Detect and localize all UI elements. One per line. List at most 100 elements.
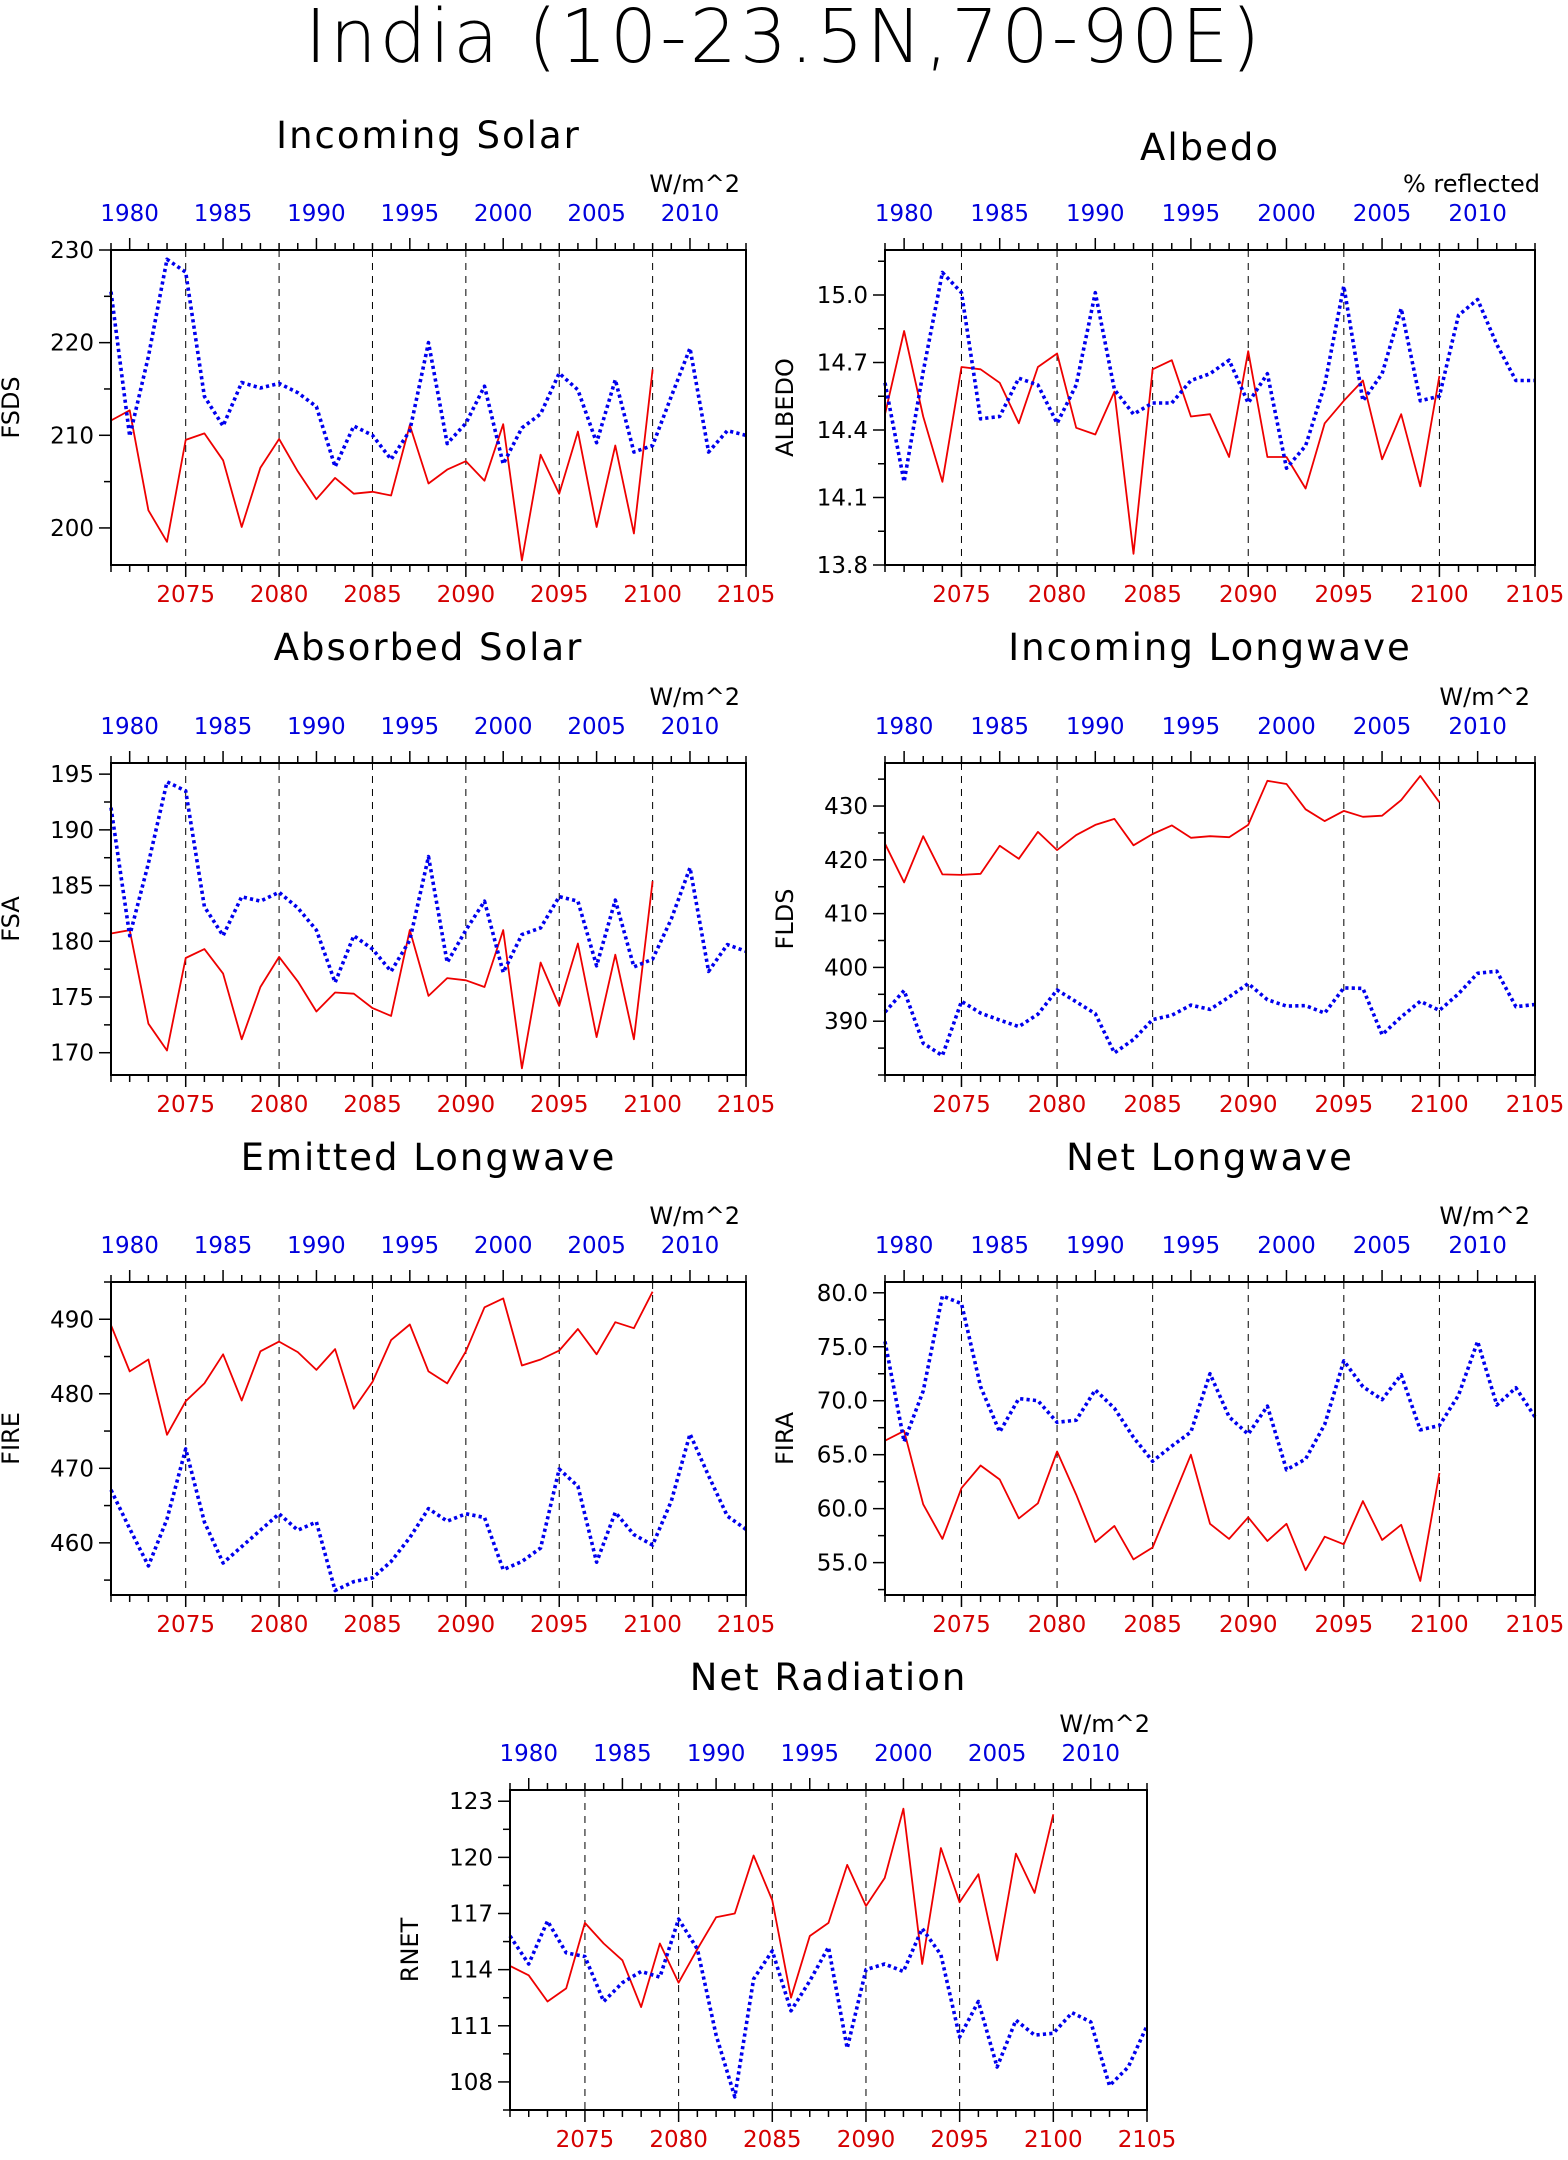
plot-frame: [884, 762, 1536, 1076]
x-bottom-tick-label: 2075: [932, 582, 991, 608]
x-top-tick-label: 2010: [661, 201, 720, 227]
y-tick-label: 195: [50, 762, 94, 788]
x-bottom-tick-label: 2090: [837, 2127, 896, 2153]
x-bottom-tick-label: 2090: [1219, 582, 1278, 608]
x-top-tick-label: 2005: [1353, 1233, 1412, 1259]
x-top-tick-label: 1995: [381, 201, 440, 227]
x-bottom-tick-label: 2075: [932, 1612, 991, 1638]
y-tick-label: 80.0: [817, 1281, 868, 1307]
x-top-tick-label: 1995: [780, 1741, 839, 1767]
figure-title: India (10-23.5N,70-90E): [305, 0, 1263, 80]
y-tick-label: 480: [50, 1382, 94, 1408]
x-top-tick-label: 1985: [970, 201, 1029, 227]
y-tick-label: 390: [824, 1009, 868, 1035]
units-label: W/m^2: [1439, 683, 1530, 711]
x-top-tick-label: 1980: [875, 201, 934, 227]
chart-panel-fira: Net Longwave W/m^2 2075 2080 2085 2090 2095 210…: [771, 1136, 1564, 1638]
x-top-tick-label: 1995: [1162, 714, 1221, 740]
x-top-tick-label: 2010: [1448, 201, 1507, 227]
x-bottom-tick-label: 2080: [1028, 582, 1087, 608]
x-bottom-tick-label: 2085: [1123, 582, 1182, 608]
x-bottom-tick-label: 2105: [717, 1092, 776, 1118]
y-tick-label: 14.7: [817, 351, 868, 377]
y-tick-label: 470: [50, 1456, 94, 1482]
x-bottom-tick-label: 2095: [530, 582, 589, 608]
units-label: W/m^2: [649, 1202, 740, 1230]
y-tick-label: 460: [50, 1531, 94, 1557]
chart-panel-fsds: Incoming Solar W/m^2 2075 2080 2085 2090 2095 2…: [0, 114, 775, 608]
y-tick-label: 15.0: [817, 283, 868, 309]
x-bottom-tick-label: 2090: [1219, 1612, 1278, 1638]
y-tick-label: 123: [449, 1789, 493, 1815]
x-top-tick-label: 2010: [1448, 1233, 1507, 1259]
y-axis-label: ALBEDO: [771, 358, 799, 457]
x-bottom-tick-label: 2085: [1123, 1092, 1182, 1118]
x-top-tick-label: 1990: [287, 201, 346, 227]
x-top-tick-label: 2010: [1448, 714, 1507, 740]
x-top-tick-label: 2010: [1062, 1741, 1121, 1767]
series-line-1979-2013: [883, 270, 1535, 484]
x-bottom-tick-label: 2105: [1506, 1612, 1565, 1638]
plot-frame: [509, 1789, 1148, 2111]
x-bottom-tick-label: 2100: [623, 582, 682, 608]
x-bottom-tick-label: 2080: [250, 1092, 309, 1118]
series-line-2071-2100: [110, 1291, 654, 1436]
units-label: W/m^2: [1059, 1710, 1150, 1738]
series-line-1979-2013: [109, 257, 747, 469]
x-top-tick-label: 2005: [1353, 714, 1412, 740]
series-line-2071-2100: [509, 1807, 1055, 2008]
y-tick-label: 200: [50, 516, 94, 542]
x-bottom-tick-label: 2085: [1123, 1612, 1182, 1638]
y-tick-label: 210: [50, 423, 94, 449]
y-tick-label: 55.0: [817, 1551, 868, 1577]
plot-frame: [110, 1281, 747, 1596]
y-axis-label: FLDS: [771, 889, 799, 950]
x-bottom-tick-label: 2090: [437, 1092, 496, 1118]
x-top-tick-label: 1995: [381, 714, 440, 740]
x-bottom-tick-label: 2100: [1410, 1092, 1469, 1118]
x-top-tick-label: 2010: [661, 714, 720, 740]
y-tick-label: 114: [449, 1958, 493, 1984]
series-line-1979-2013: [109, 780, 747, 985]
x-top-tick-label: 1990: [1066, 714, 1125, 740]
x-bottom-tick-label: 2075: [156, 1092, 215, 1118]
series-line-1979-2013: [109, 1432, 748, 1593]
x-top-tick-label: 1995: [381, 1233, 440, 1259]
x-top-tick-label: 1980: [100, 1233, 159, 1259]
chart-panel-fsa: Absorbed Solar W/m^2 2075 2080 2085 2090 2095 2…: [0, 626, 775, 1118]
y-tick-label: 13.8: [817, 553, 868, 579]
y-axis-label: FIRE: [0, 1412, 25, 1465]
series-line-1979-2013: [883, 969, 1536, 1058]
chart-panel-albedo: Albedo % reflected 2075 2080 2085 2090 2095 210…: [771, 126, 1564, 608]
x-top-tick-label: 1985: [194, 201, 253, 227]
x-top-tick-label: 2000: [474, 714, 533, 740]
x-top-tick-label: 2000: [874, 1741, 933, 1767]
x-top-tick-label: 1980: [875, 1233, 934, 1259]
x-bottom-tick-label: 2095: [1315, 1612, 1374, 1638]
x-bottom-tick-label: 2105: [717, 582, 776, 608]
x-bottom-tick-label: 2100: [623, 1612, 682, 1638]
chart-panel-rnet: Net Radiation W/m^2 2075 2080 2085 2090 2095 21…: [396, 1656, 1176, 2153]
x-bottom-tick-label: 2095: [1315, 1092, 1374, 1118]
y-tick-label: 120: [449, 1845, 493, 1871]
units-label: W/m^2: [1439, 1202, 1530, 1230]
y-tick-label: 420: [824, 848, 868, 874]
y-tick-label: 220: [50, 331, 94, 357]
x-bottom-tick-label: 2080: [250, 582, 309, 608]
chart-panel-flds: Incoming Longwave W/m^2 2075 2080 2085 2090 20…: [771, 626, 1564, 1118]
y-tick-label: 185: [50, 874, 94, 900]
x-bottom-tick-label: 2095: [930, 2127, 989, 2153]
x-bottom-tick-label: 2075: [156, 1612, 215, 1638]
x-top-tick-label: 1995: [1162, 1233, 1221, 1259]
y-tick-label: 490: [50, 1307, 94, 1333]
series-line-2071-2100: [884, 330, 1441, 555]
x-bottom-tick-label: 2095: [530, 1612, 589, 1638]
x-bottom-tick-label: 2100: [623, 1092, 682, 1118]
x-top-tick-label: 2000: [1257, 714, 1316, 740]
x-top-tick-label: 1985: [593, 1741, 652, 1767]
y-tick-label: 75.0: [817, 1335, 868, 1361]
y-tick-label: 14.1: [817, 486, 868, 512]
x-top-tick-label: 2000: [1257, 201, 1316, 227]
x-bottom-tick-label: 2080: [250, 1612, 309, 1638]
